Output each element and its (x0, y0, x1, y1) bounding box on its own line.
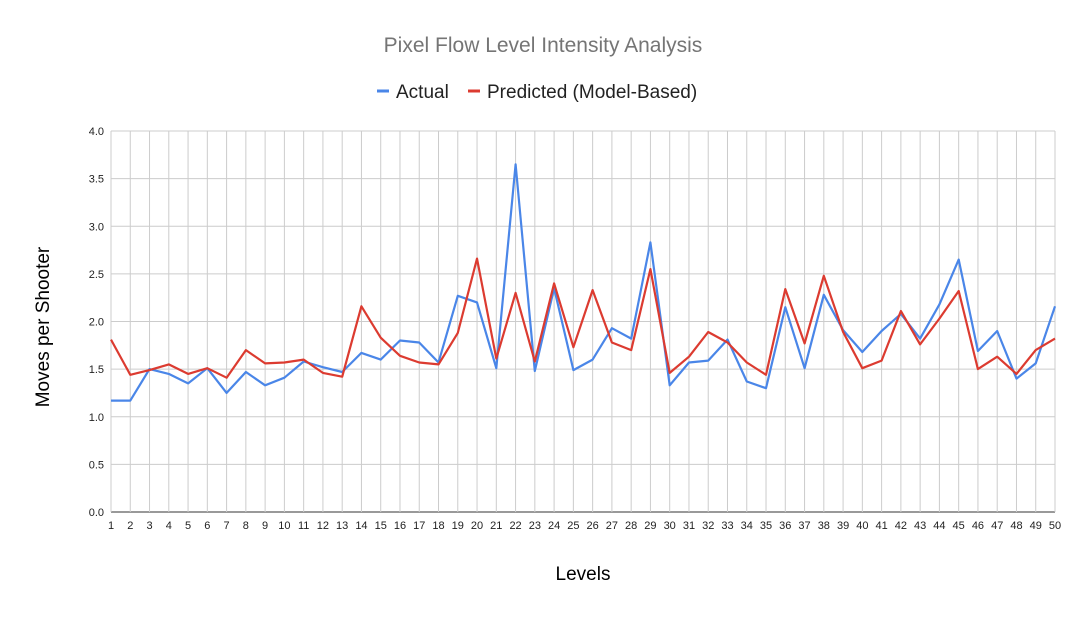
x-tick-label: 38 (818, 520, 830, 532)
x-tick-label: 30 (664, 520, 676, 532)
x-tick-label: 45 (953, 520, 965, 532)
series-line-actual (111, 163, 1057, 402)
x-tick-label: 48 (1010, 520, 1022, 532)
x-tick-label: 5 (185, 520, 191, 532)
x-tick-label: 17 (413, 520, 425, 532)
x-tick-label: 28 (625, 520, 637, 532)
y-tick-label: 4.0 (89, 126, 104, 138)
y-tick-label: 0.5 (89, 459, 104, 471)
x-tick-label: 40 (856, 520, 868, 532)
x-tick-label: 47 (991, 520, 1003, 532)
x-tick-label: 46 (972, 520, 984, 532)
x-tick-label: 7 (224, 520, 230, 532)
x-tick-label: 32 (702, 520, 714, 532)
legend-label-actual: Actual (396, 82, 449, 103)
y-axis-ticks: 0.0 0.5 1.0 1.5 2.0 2.5 3.0 3.5 4.0 (89, 126, 104, 519)
x-tick-label: 23 (529, 520, 541, 532)
x-tick-label: 13 (336, 520, 348, 532)
x-tick-label: 3 (146, 520, 152, 532)
legend-label-predicted: Predicted (Model-Based) (487, 82, 697, 103)
x-tick-label: 18 (432, 520, 444, 532)
y-tick-label: 2.5 (89, 269, 104, 281)
x-tick-label: 20 (471, 520, 483, 532)
legend: Actual Predicted (Model-Based) (377, 82, 697, 103)
y-tick-label: 1.5 (89, 364, 104, 376)
x-tick-label: 44 (933, 520, 945, 532)
x-tick-label: 43 (914, 520, 926, 532)
x-tick-label: 31 (683, 520, 695, 532)
x-tick-label: 26 (587, 520, 599, 532)
x-axis-title: Levels (556, 564, 611, 585)
x-tick-label: 8 (243, 520, 249, 532)
y-tick-label: 3.5 (89, 174, 104, 186)
x-tick-label: 22 (509, 520, 521, 532)
y-tick-label: 1.0 (89, 412, 104, 424)
x-tick-label: 15 (375, 520, 387, 532)
x-tick-label: 1 (108, 520, 114, 532)
x-tick-label: 33 (721, 520, 733, 532)
x-tick-label: 35 (760, 520, 772, 532)
x-tick-label: 50 (1049, 520, 1061, 532)
x-tick-label: 49 (1030, 520, 1042, 532)
x-tick-label: 24 (548, 520, 560, 532)
y-axis-title: Moves per Shooter (33, 246, 54, 407)
x-tick-label: 19 (452, 520, 464, 532)
x-tick-label: 42 (895, 520, 907, 532)
x-tick-label: 11 (298, 520, 309, 532)
series-lines (110, 163, 1057, 402)
y-tick-label: 0.0 (89, 507, 104, 519)
x-tick-label: 37 (798, 520, 810, 532)
x-tick-label: 29 (644, 520, 656, 532)
x-tick-label: 10 (278, 520, 290, 532)
x-tick-label: 9 (262, 520, 268, 532)
y-tick-label: 3.0 (89, 221, 104, 233)
grid (110, 130, 1056, 513)
x-tick-label: 41 (875, 520, 887, 532)
x-tick-label: 39 (837, 520, 849, 532)
x-tick-label: 2 (127, 520, 133, 532)
chart-title: Pixel Flow Level Intensity Analysis (384, 34, 703, 57)
x-tick-label: 4 (166, 520, 172, 532)
x-tick-label: 14 (355, 520, 367, 532)
x-tick-label: 36 (779, 520, 791, 532)
x-tick-label: 6 (204, 520, 210, 532)
x-tick-label: 21 (490, 520, 502, 532)
x-tick-label: 27 (606, 520, 618, 532)
x-axis-ticks: 1 2 3 4 5 6 7 8 9 10 11 12 13 14 15 16 17 18 19 20 21 22 23 24 2… (108, 520, 1061, 532)
y-tick-label: 2.0 (89, 317, 104, 329)
x-tick-label: 16 (394, 520, 406, 532)
x-tick-label: 34 (741, 520, 753, 532)
series-line-predicted (110, 257, 1056, 379)
x-tick-label: 25 (567, 520, 579, 532)
x-tick-label: 12 (317, 520, 329, 532)
